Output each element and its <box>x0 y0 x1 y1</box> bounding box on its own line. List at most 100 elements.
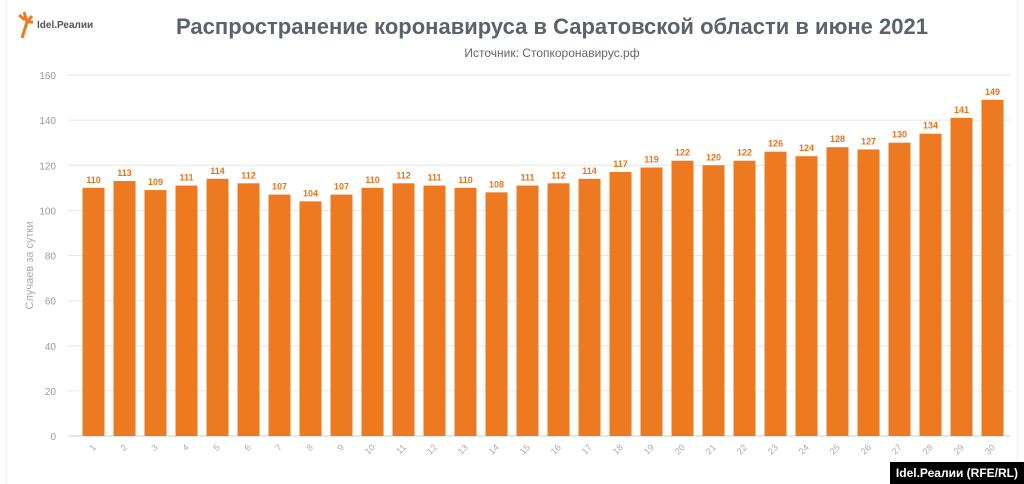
data-label: 104 <box>303 188 318 198</box>
data-label: 108 <box>489 179 504 189</box>
x-tick-label: 19 <box>642 442 656 456</box>
x-tick-label: 14 <box>487 442 501 456</box>
data-label: 119 <box>644 155 659 165</box>
bar <box>764 151 787 436</box>
bar <box>857 149 880 437</box>
bar <box>299 201 322 436</box>
x-tick-label: 22 <box>735 442 749 456</box>
y-tick-label: 100 <box>39 206 56 217</box>
bar <box>268 194 291 436</box>
y-tick-label: 140 <box>39 116 56 127</box>
data-label: 130 <box>892 130 907 140</box>
data-label: 124 <box>799 143 814 153</box>
x-tick-label: 20 <box>673 442 687 456</box>
x-tick-label: 15 <box>518 442 532 456</box>
data-label: 127 <box>861 136 876 146</box>
x-tick-label: 7 <box>273 442 284 453</box>
x-tick-label: 12 <box>425 442 439 456</box>
x-tick-label: 18 <box>611 442 625 456</box>
data-label: 112 <box>551 170 566 180</box>
data-label: 109 <box>148 177 163 187</box>
data-label: 113 <box>117 168 132 178</box>
data-label: 107 <box>334 182 349 192</box>
x-tick-label: 8 <box>304 442 315 453</box>
x-tick-label: 2 <box>118 442 129 453</box>
bar <box>950 117 973 437</box>
bar <box>578 178 601 436</box>
chart-frame <box>6 0 1018 484</box>
data-label: 126 <box>768 139 783 149</box>
x-tick-label: 29 <box>952 442 966 456</box>
bar <box>919 133 942 436</box>
bar <box>113 181 136 436</box>
chart-subtitle: Источник: Стопкоронавирус.рф <box>464 46 640 60</box>
x-tick-label: 1 <box>87 442 98 453</box>
bar <box>485 192 508 436</box>
data-label: 134 <box>923 121 938 131</box>
y-tick-label: 60 <box>45 297 57 308</box>
bar <box>454 187 477 436</box>
logo-icon <box>18 11 34 39</box>
x-tick-label: 5 <box>211 442 222 453</box>
data-label: 111 <box>520 173 534 183</box>
bar <box>175 185 198 436</box>
x-tick-label: 26 <box>859 442 873 456</box>
x-tick-label: 27 <box>890 442 904 456</box>
data-label: 141 <box>954 105 969 115</box>
bar <box>609 172 632 437</box>
bar <box>144 190 167 436</box>
data-label: 114 <box>582 166 597 176</box>
x-tick-label: 25 <box>828 442 842 456</box>
data-label: 122 <box>675 148 690 158</box>
bar <box>981 99 1004 436</box>
x-tick-label: 9 <box>335 442 346 453</box>
logo: Idel.Реалии <box>18 10 93 40</box>
bar <box>733 160 756 437</box>
bar <box>795 156 818 436</box>
x-tick-label: 10 <box>363 442 377 456</box>
x-tick-label: 6 <box>242 442 253 453</box>
y-axis-label: Случаев за сутки <box>24 222 36 310</box>
data-label: 110 <box>365 175 380 185</box>
data-label: 128 <box>830 134 845 144</box>
data-label: 110 <box>458 175 473 185</box>
data-label: 112 <box>241 170 256 180</box>
data-label: 107 <box>272 182 287 192</box>
x-tick-label: 24 <box>797 442 811 456</box>
x-tick-label: 30 <box>983 442 997 456</box>
bar <box>206 178 229 436</box>
x-tick-label: 23 <box>766 442 780 456</box>
data-label: 120 <box>706 152 721 162</box>
bar <box>423 185 446 436</box>
y-tick-label: 20 <box>45 387 57 398</box>
chart-title: Распространение коронавируса в Саратовск… <box>176 14 928 39</box>
bar <box>82 187 105 436</box>
x-tick-label: 17 <box>580 442 594 456</box>
data-label: 114 <box>210 166 225 176</box>
bar <box>702 165 725 436</box>
logo-text: Idel.Реалии <box>37 19 94 31</box>
x-tick-label: 3 <box>149 442 160 453</box>
bar <box>888 142 911 436</box>
x-tick-label: 11 <box>394 442 408 456</box>
x-tick-label: 21 <box>704 442 718 456</box>
data-label: 112 <box>396 170 411 180</box>
bar <box>516 185 539 436</box>
x-tick-label: 16 <box>549 442 563 456</box>
bar <box>237 183 260 436</box>
data-label: 111 <box>427 173 441 183</box>
bar <box>826 147 849 436</box>
y-tick-label: 160 <box>39 71 56 82</box>
bar <box>547 183 570 436</box>
x-tick-label: 4 <box>180 442 191 453</box>
data-label: 110 <box>86 175 101 185</box>
data-label: 122 <box>737 148 752 158</box>
x-tick-label: 13 <box>456 442 470 456</box>
y-tick-label: 40 <box>45 342 57 353</box>
data-label: 117 <box>613 159 628 169</box>
bar <box>361 187 384 436</box>
y-tick-label: 0 <box>50 432 56 443</box>
data-label: 111 <box>179 173 193 183</box>
bar <box>392 183 415 436</box>
